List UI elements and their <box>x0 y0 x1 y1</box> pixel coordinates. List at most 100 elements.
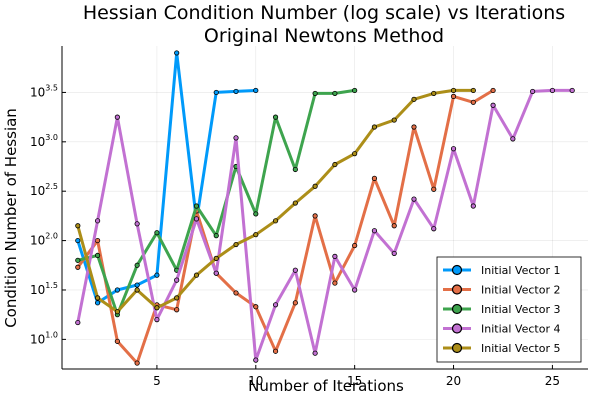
data-point <box>312 213 318 219</box>
data-point <box>233 241 239 248</box>
data-point <box>94 252 101 259</box>
data-point <box>272 348 279 354</box>
legend-label-initial-vector-2: Initial Vector 2 <box>481 284 560 297</box>
data-point <box>569 87 575 94</box>
data-point <box>391 223 397 229</box>
data-point <box>332 161 338 168</box>
data-point <box>75 237 81 244</box>
data-point <box>450 87 457 94</box>
data-point <box>352 242 358 249</box>
data-point <box>193 272 200 278</box>
data-point <box>75 223 81 229</box>
data-point <box>134 221 140 227</box>
data-point <box>75 257 81 263</box>
series-line-initial-vector-2 <box>76 89 494 365</box>
data-point <box>114 309 120 315</box>
data-point <box>411 124 417 130</box>
data-point <box>352 151 358 157</box>
data-point <box>312 350 318 356</box>
y-tick-label: 102.5 <box>30 182 58 198</box>
data-point <box>213 89 219 96</box>
data-point <box>253 87 259 94</box>
legend-marker-initial-vector-3 <box>451 303 463 315</box>
x-tick-label: 5 <box>153 374 161 388</box>
data-point <box>174 277 180 283</box>
data-point <box>371 175 378 181</box>
data-point <box>530 88 536 95</box>
legend-label-initial-vector-5: Initial Vector 5 <box>481 342 560 355</box>
data-point <box>371 124 378 130</box>
data-point <box>94 295 101 301</box>
data-point <box>292 267 298 273</box>
data-point <box>332 253 338 259</box>
y-tick-label: 103.5 <box>30 83 58 99</box>
x-tick-label: 10 <box>248 374 263 388</box>
y-tick-label: 101.5 <box>30 281 58 297</box>
x-tick-labels: 5 10 15 20 25 <box>153 374 560 388</box>
data-point <box>134 360 140 366</box>
data-point <box>174 50 180 56</box>
legend-marker-initial-vector-5 <box>451 342 463 354</box>
data-point <box>450 93 457 99</box>
y-tick-label: 101.0 <box>30 330 58 346</box>
data-point <box>75 319 81 326</box>
data-point <box>332 280 338 286</box>
data-point <box>253 357 259 363</box>
plot-area <box>75 50 575 366</box>
series-initial-vector-4 <box>75 87 575 363</box>
data-point <box>114 287 120 293</box>
series-line-initial-vector-4 <box>76 88 573 362</box>
chart-subtitle: Original Newtons Method <box>204 25 444 47</box>
data-point <box>549 87 556 94</box>
data-point <box>411 196 417 202</box>
data-point <box>134 262 140 268</box>
legend-label-initial-vector-3: Initial Vector 3 <box>481 303 560 316</box>
data-point <box>431 226 437 232</box>
data-point <box>75 264 81 270</box>
data-point <box>134 287 140 293</box>
data-point <box>312 183 318 189</box>
x-axis-label: Number of Iterations <box>248 377 404 395</box>
data-point <box>431 186 437 192</box>
data-point <box>193 216 200 222</box>
data-point <box>272 114 279 120</box>
axes <box>61 46 588 370</box>
data-point <box>431 90 437 97</box>
legend: Initial Vector 1 Initial Vector 2 Initial … <box>436 256 582 363</box>
data-point <box>490 87 496 94</box>
data-point <box>510 136 516 142</box>
data-point <box>233 88 239 95</box>
data-point <box>312 90 318 97</box>
data-point <box>233 290 239 296</box>
data-point <box>272 302 279 308</box>
data-point <box>193 203 200 209</box>
data-point <box>154 230 160 236</box>
data-point <box>114 114 120 120</box>
data-point <box>292 300 298 306</box>
data-point <box>94 237 101 244</box>
y-tick-label: 102.0 <box>30 232 58 248</box>
legend-marker-initial-vector-4 <box>451 323 463 334</box>
data-point <box>213 255 219 261</box>
series-initial-vector-5 <box>75 87 476 315</box>
data-point <box>450 146 457 152</box>
data-point <box>332 90 338 97</box>
data-point <box>253 211 259 217</box>
y-tick-labels: 101.0 101.5 102.0 102.5 103.0 103.5 <box>30 83 58 346</box>
data-point <box>352 287 358 293</box>
data-point <box>391 117 397 123</box>
data-point <box>490 102 496 108</box>
x-tick-label: 20 <box>446 374 461 388</box>
legend-label-initial-vector-4: Initial Vector 4 <box>481 323 560 336</box>
data-point <box>292 200 298 206</box>
data-point <box>371 228 378 234</box>
data-point <box>174 295 180 301</box>
data-point <box>253 232 259 238</box>
chart-title: Hessian Condition Number (log scale) vs … <box>83 2 565 24</box>
data-point <box>411 96 417 102</box>
y-tick-label: 103.0 <box>30 133 58 149</box>
data-point <box>352 87 358 94</box>
data-point <box>154 272 160 278</box>
x-tick-label: 25 <box>545 374 560 388</box>
